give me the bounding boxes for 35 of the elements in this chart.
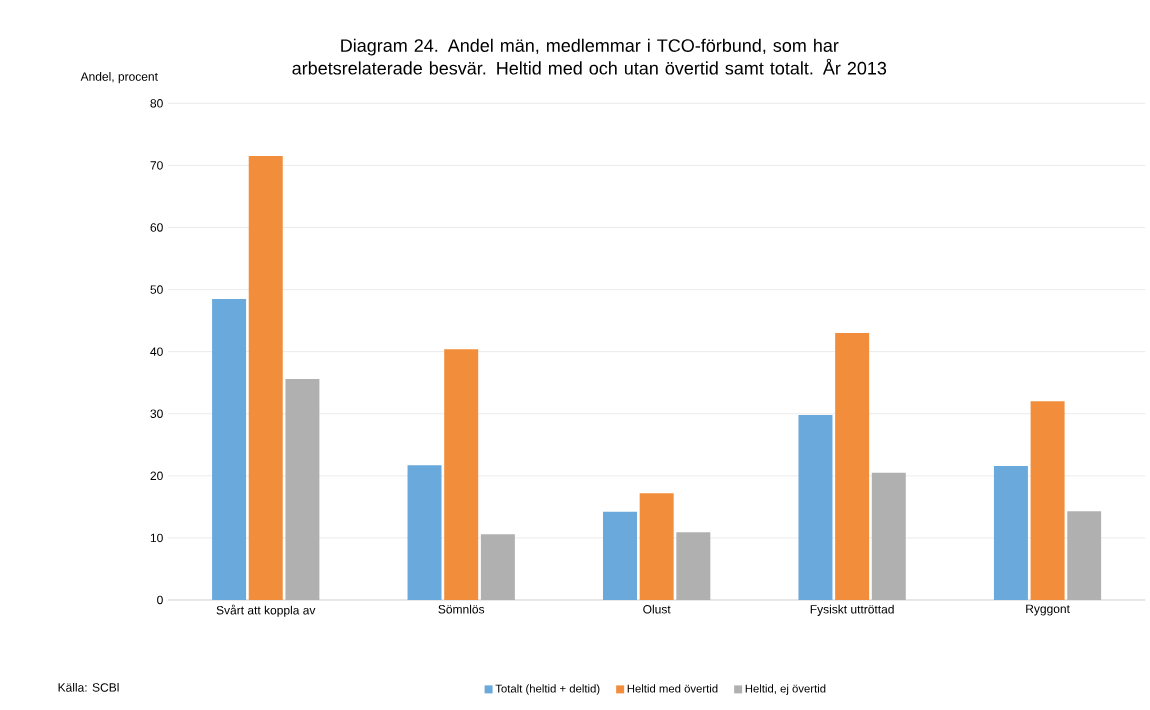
y-tick-label: 60 (150, 223, 163, 232)
bar (798, 414, 833, 600)
y-tick-label: 80 (150, 99, 163, 108)
text: Källa: SCBl (58, 682, 119, 692)
bar (603, 511, 637, 600)
y-axis-title: Andel, procent (80, 72, 158, 84)
x-tick-label: Svårt att koppla av (216, 604, 316, 617)
legend-label: Totalt (heltid + deltid) (495, 684, 600, 695)
legend-label: Heltid, ej övertid (745, 684, 826, 695)
y-tick-label: 30 (150, 409, 163, 418)
bar (444, 349, 479, 600)
bar (1067, 511, 1102, 600)
x-tick-label: Olust (643, 604, 671, 614)
y-tick-label: 40 (150, 347, 163, 356)
chart-title: Diagram 24. Andel män, medlemmar i TCO-förbund, som har arbetsrelaterade besvär. Heltid med och utan övertid samt totalt. År 2013 (292, 38, 887, 75)
bar (676, 532, 711, 600)
bar (835, 333, 870, 600)
bar (1030, 401, 1065, 600)
x-tick-label: Ryggont (1026, 604, 1070, 616)
y-tick-label: 10 (150, 533, 163, 543)
y-tick-label: 50 (150, 285, 163, 294)
bar (480, 534, 515, 600)
bar (407, 465, 442, 600)
x-tick-label: Fysiskt uttröttad (810, 604, 894, 616)
bar (871, 472, 906, 600)
bar (248, 156, 283, 600)
bar (639, 493, 674, 600)
y-tick-label: 0 (157, 595, 163, 605)
bar (285, 378, 320, 600)
x-tick-label: Sömnlös (438, 604, 485, 614)
y-tick-label: 20 (150, 471, 163, 481)
y-tick-label: 70 (150, 161, 163, 170)
bar (212, 298, 247, 600)
bar (993, 465, 1028, 600)
legend-label: Heltid med övertid (627, 684, 718, 693)
